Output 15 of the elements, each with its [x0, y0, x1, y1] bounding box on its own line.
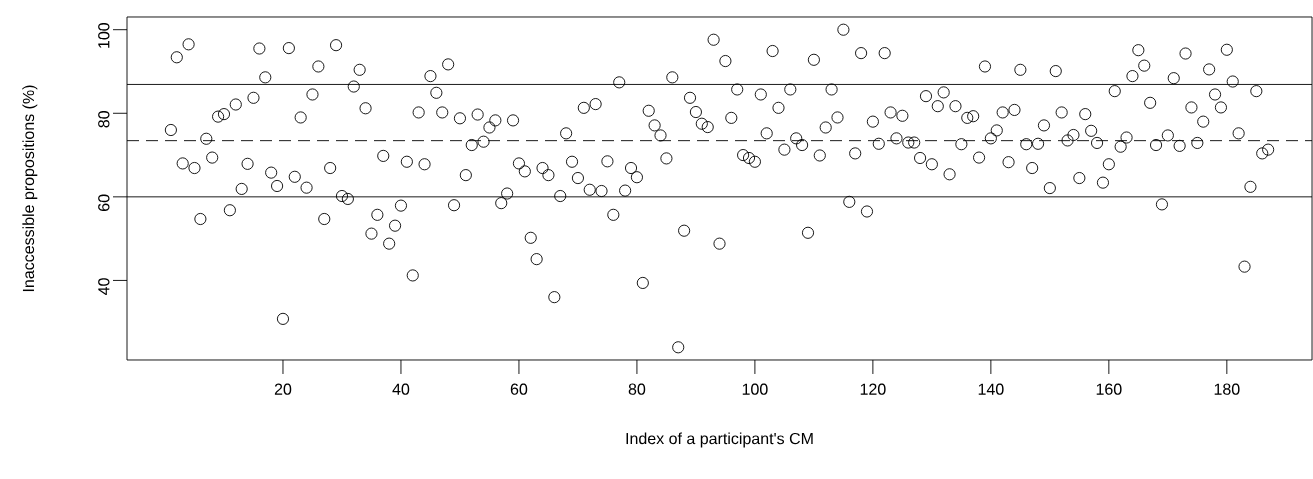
x-axis-title: Index of a participant's CM — [626, 432, 813, 448]
x-tick-label: 120 — [860, 383, 886, 395]
x-tick-label: 40 — [392, 383, 410, 395]
y-tick-label: 60 — [98, 194, 110, 211]
x-tick-label: 140 — [978, 383, 1004, 395]
x-tick-label: 20 — [274, 383, 292, 395]
y-tick-label: 80 — [98, 111, 110, 128]
y-axis-title: Inaccessible propositions (%) — [22, 85, 38, 292]
x-tick-label: 80 — [628, 383, 646, 395]
y-tick-label: 40 — [98, 278, 110, 295]
x-tick-label: 100 — [742, 383, 768, 395]
x-tick-label: 180 — [1214, 383, 1240, 395]
x-tick-label: 60 — [510, 383, 528, 395]
x-tick-label: 160 — [1096, 383, 1122, 395]
y-tick-label: 100 — [98, 22, 110, 48]
